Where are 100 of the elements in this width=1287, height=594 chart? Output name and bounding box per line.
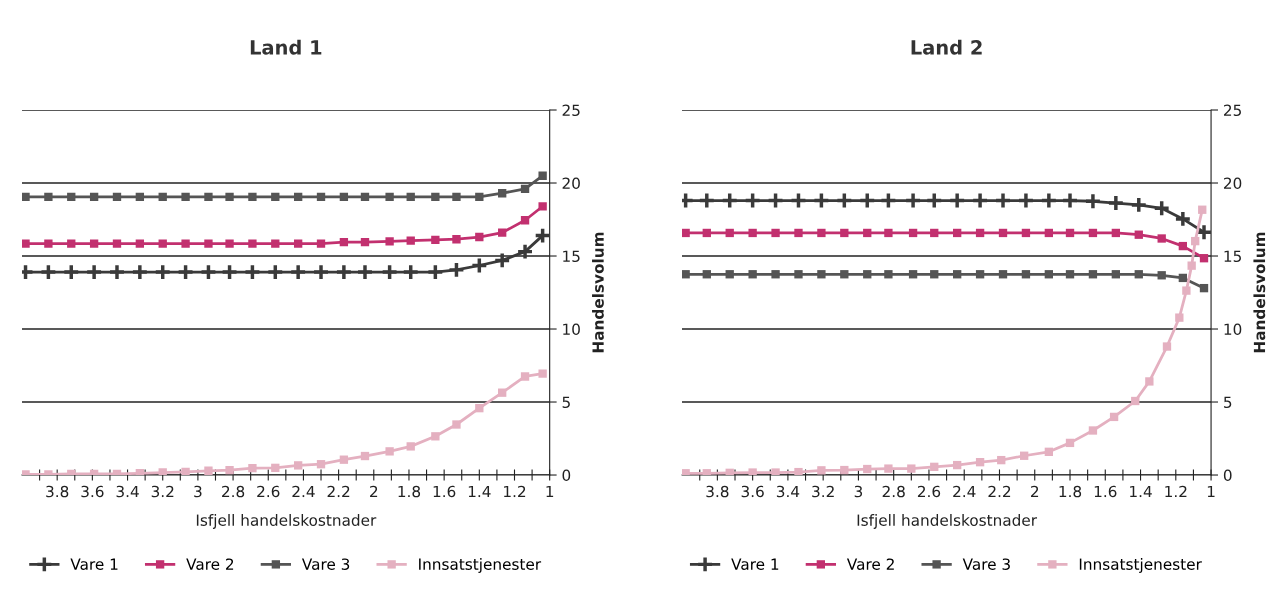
point [997,455,1006,465]
point [316,239,326,248]
point [1187,261,1196,270]
x-tick-label: 2.4 [953,485,976,498]
chart-title: Land 2 [911,39,982,55]
point [406,236,415,245]
y-tick-label: 5 [562,396,570,409]
point [998,228,1008,238]
point [771,270,780,279]
point [1088,228,1098,238]
point [89,192,99,202]
point [520,372,530,381]
point [426,263,445,281]
point [112,239,122,248]
point [158,239,167,248]
point [863,464,872,474]
point [520,216,530,225]
point [447,261,466,279]
legend-label: Vare 3 [962,558,1010,570]
point [1109,412,1119,422]
point [725,270,734,279]
point [220,263,239,281]
point [204,239,213,248]
point [1157,271,1166,280]
point [682,270,690,279]
point [271,239,280,248]
point [840,270,849,279]
x-tick-label: 3.6 [81,485,104,498]
point [1175,313,1184,322]
point [475,232,484,242]
point [748,228,757,238]
point [930,228,939,238]
point [475,192,484,202]
point [975,458,985,467]
point [840,465,849,475]
point [181,467,190,476]
point [225,465,234,475]
point [406,192,415,202]
point [1084,192,1102,210]
point [794,270,803,279]
point [85,263,103,281]
point [863,270,872,279]
point [112,192,122,202]
point [884,464,893,473]
point [771,228,780,238]
point [293,239,303,248]
y-tick-label: 20 [562,177,580,190]
point [1107,194,1125,212]
point [1020,451,1029,460]
point [39,263,58,281]
point [339,455,349,464]
point [748,270,757,279]
point [181,192,190,202]
point [44,192,53,202]
point [1145,377,1154,386]
point [312,263,330,281]
y-axis-title: Handelsvolum [1253,232,1266,353]
point [1065,438,1075,448]
point [1199,283,1209,293]
point [1134,270,1143,279]
x-tick-label: 2.8 [882,485,905,498]
point [498,388,507,397]
point [794,467,803,476]
x-tick-label: 2 [370,485,378,498]
point [1021,270,1031,279]
y-tick-label: 20 [1223,177,1242,190]
point [22,470,30,476]
point [817,270,826,279]
point [1061,191,1079,210]
point [975,270,985,279]
point [431,432,440,441]
point [725,468,734,476]
point [1111,270,1121,279]
point [271,463,280,473]
legend-label: Innsatstjenester [1079,558,1202,573]
point [702,228,711,238]
legend-label: Innsatstjenester [419,558,542,573]
point [908,270,918,279]
point [225,192,234,202]
point [135,192,145,202]
point [702,469,711,476]
y-tick-label: 15 [563,250,580,263]
point [863,228,872,238]
point [1162,342,1172,351]
point [948,191,966,210]
point [67,239,76,248]
point [360,237,370,247]
point [360,192,370,202]
point [1198,205,1207,214]
x-tick-label: 2.8 [222,485,245,498]
point [380,263,399,281]
point [1065,270,1075,279]
point [1021,228,1031,238]
point [1157,234,1166,243]
point [181,239,190,248]
point [904,191,922,210]
point [248,192,257,202]
point [431,192,440,202]
legend-label: Vare 2 [186,558,234,570]
point [385,447,394,456]
